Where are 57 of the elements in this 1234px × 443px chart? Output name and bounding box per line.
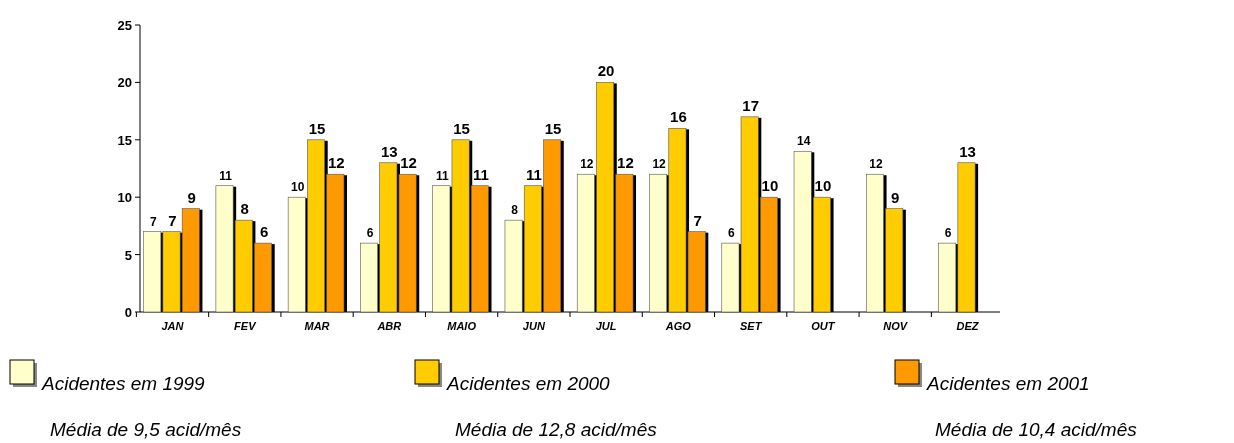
- data-label: 15: [453, 119, 470, 137]
- data-label: 20: [597, 62, 615, 80]
- x-tick-label: JAN: [161, 320, 185, 332]
- x-tick-label: JUN: [522, 320, 546, 332]
- data-label: 10: [291, 180, 305, 195]
- data-label: 13: [380, 142, 398, 160]
- data-label: 12: [869, 157, 883, 172]
- data-label: 11: [525, 165, 542, 183]
- data-label: 6: [366, 226, 374, 241]
- y-tick-label: 15: [117, 132, 132, 148]
- data-label: 12: [400, 154, 417, 172]
- y-tick-label: 20: [117, 75, 132, 91]
- data-label: 12: [580, 157, 594, 172]
- x-tick-label: OUT: [811, 320, 836, 332]
- data-label: 9: [187, 188, 196, 206]
- data-label: 15: [308, 119, 326, 137]
- data-label: 7: [149, 214, 157, 229]
- y-tick-label: 10: [117, 190, 132, 206]
- x-tick-label: MAIO: [447, 320, 477, 332]
- data-label: 11: [219, 168, 233, 183]
- legend-label: Acidentes em 1999: [41, 373, 206, 394]
- data-label: 16: [670, 108, 687, 126]
- data-label: 15: [544, 119, 562, 137]
- x-tick-label: FEV: [234, 320, 258, 332]
- data-label: 10: [814, 177, 832, 195]
- x-tick-label: AGO: [664, 320, 692, 332]
- legend-label: Acidentes em 2001: [926, 373, 1090, 394]
- data-label: 14: [796, 134, 811, 149]
- data-label: 10: [761, 177, 779, 195]
- data-label: 13: [959, 142, 976, 160]
- data-label: 11: [435, 168, 449, 183]
- data-label: 6: [728, 226, 736, 241]
- x-tick-label: ABR: [376, 320, 402, 332]
- text: Média de 9,5 acid/mês: [50, 419, 242, 440]
- legend-label: Acidentes em 2000: [446, 373, 611, 394]
- x-tick-label: NOV: [883, 320, 909, 332]
- y-tick-label: 25: [117, 18, 132, 33]
- data-label: 12: [327, 154, 345, 172]
- data-label: 6: [259, 223, 269, 241]
- x-tick-label: SET: [739, 320, 763, 332]
- y-tick-label: 0: [124, 305, 132, 320]
- data-label: 8: [240, 200, 249, 218]
- text: Média de 12,8 acid/mês: [455, 419, 658, 440]
- data-label: 17: [742, 96, 760, 114]
- data-label: 12: [652, 157, 667, 172]
- x-tick-label: DEZ: [956, 320, 980, 332]
- y-tick-label: 5: [124, 247, 132, 263]
- data-label: 11: [472, 165, 489, 183]
- data-label: 12: [617, 154, 634, 172]
- data-label: 8: [511, 203, 519, 218]
- text: Média de 10,4 acid/mês: [935, 419, 1138, 440]
- x-tick-label: JUL: [595, 320, 617, 332]
- data-label: 9: [891, 188, 900, 206]
- data-label: 6: [944, 226, 952, 241]
- data-label: 7: [693, 211, 702, 229]
- data-label: 7: [168, 211, 177, 229]
- x-tick-label: MAR: [304, 320, 330, 332]
